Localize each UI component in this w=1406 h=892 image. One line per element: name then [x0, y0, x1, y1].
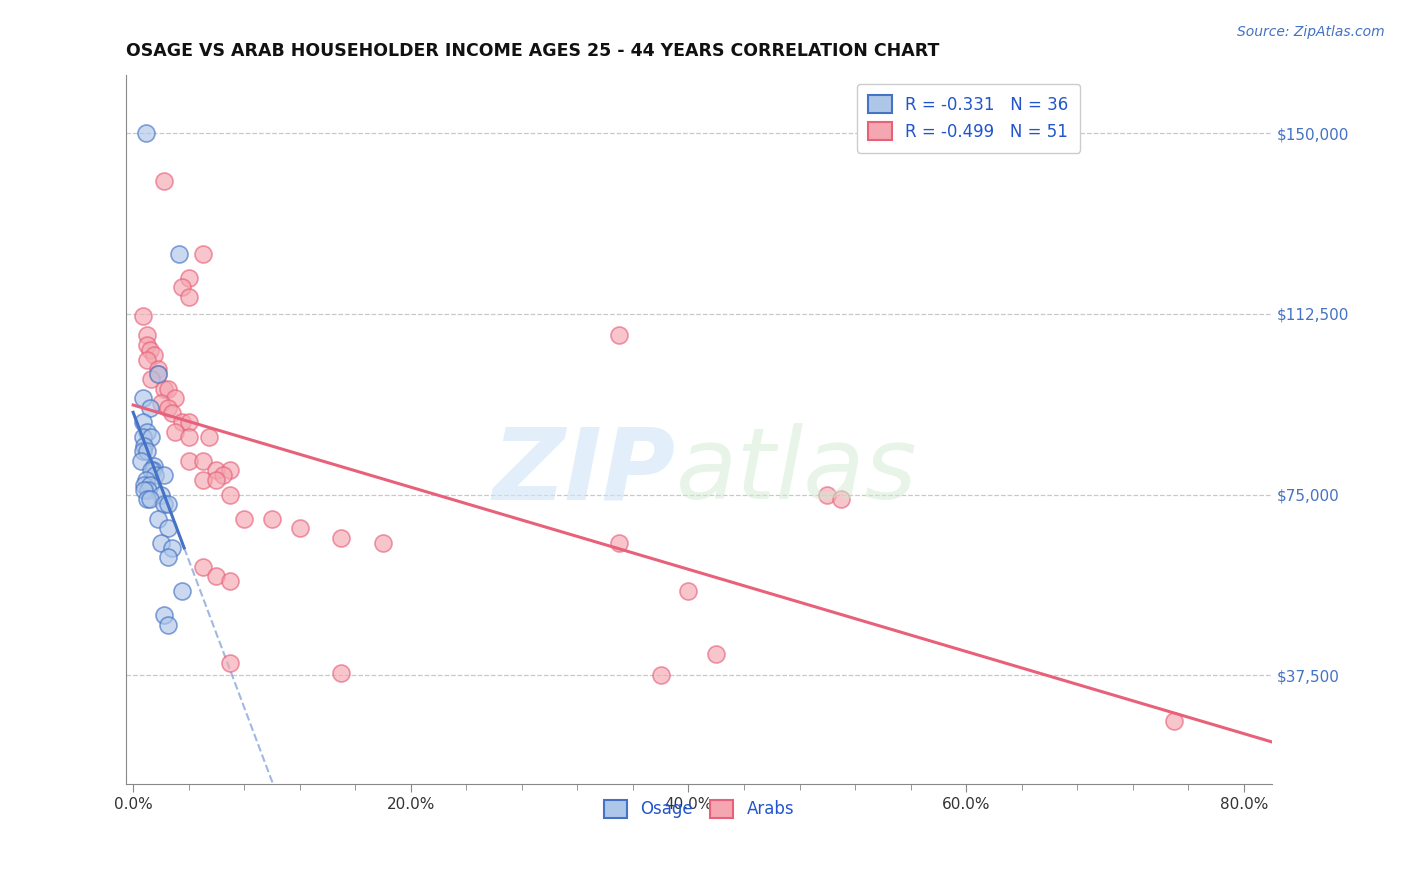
Point	[205, 569, 228, 583]
Point	[163, 425, 186, 439]
Point	[219, 463, 242, 477]
Point	[371, 535, 394, 549]
Point	[146, 511, 169, 525]
Point	[177, 415, 200, 429]
Point	[143, 458, 166, 473]
Point	[131, 454, 153, 468]
Legend: Osage, Arabs: Osage, Arabs	[598, 793, 800, 825]
Point	[260, 511, 283, 525]
Point	[152, 497, 174, 511]
Point	[177, 430, 200, 444]
Point	[170, 583, 193, 598]
Point	[142, 463, 165, 477]
Point	[149, 535, 172, 549]
Point	[152, 382, 174, 396]
Point	[139, 478, 162, 492]
Point	[704, 647, 727, 661]
Point	[160, 541, 183, 555]
Point	[830, 492, 852, 507]
Point	[288, 521, 311, 535]
Point	[156, 617, 179, 632]
Point	[219, 657, 242, 671]
Point	[177, 270, 200, 285]
Point	[143, 348, 166, 362]
Point	[330, 665, 353, 680]
Point	[138, 483, 160, 497]
Point	[139, 492, 162, 507]
Point	[139, 343, 162, 357]
Point	[205, 463, 228, 477]
Point	[152, 174, 174, 188]
Point	[160, 406, 183, 420]
Point	[132, 309, 155, 323]
Point	[146, 362, 169, 376]
Point	[136, 338, 159, 352]
Point	[139, 401, 162, 415]
Text: OSAGE VS ARAB HOUSEHOLDER INCOME AGES 25 - 44 YEARS CORRELATION CHART: OSAGE VS ARAB HOUSEHOLDER INCOME AGES 25…	[127, 42, 939, 60]
Point	[650, 668, 672, 682]
Point	[607, 535, 630, 549]
Text: ZIP: ZIP	[494, 424, 676, 520]
Point	[156, 401, 179, 415]
Point	[815, 487, 838, 501]
Point	[141, 463, 163, 477]
Point	[198, 430, 221, 444]
Point	[212, 468, 235, 483]
Text: atlas: atlas	[676, 424, 918, 520]
Point	[146, 367, 169, 381]
Point	[136, 425, 159, 439]
Point	[136, 492, 159, 507]
Point	[170, 280, 193, 294]
Point	[136, 328, 159, 343]
Point	[205, 473, 228, 487]
Point	[191, 246, 214, 260]
Point	[177, 290, 200, 304]
Point	[330, 531, 353, 545]
Point	[1163, 714, 1185, 728]
Point	[156, 497, 179, 511]
Point	[136, 444, 159, 458]
Point	[132, 415, 155, 429]
Point	[678, 583, 700, 598]
Point	[156, 382, 179, 396]
Point	[163, 391, 186, 405]
Point	[152, 468, 174, 483]
Point	[146, 367, 169, 381]
Point	[233, 511, 256, 525]
Point	[134, 478, 156, 492]
Point	[156, 521, 179, 535]
Point	[191, 473, 214, 487]
Point	[167, 246, 190, 260]
Point	[170, 415, 193, 429]
Point	[143, 468, 166, 483]
Point	[141, 372, 163, 386]
Point	[134, 483, 156, 497]
Point	[132, 391, 155, 405]
Point	[134, 439, 156, 453]
Point	[149, 487, 172, 501]
Point	[136, 352, 159, 367]
Point	[141, 430, 163, 444]
Point	[135, 126, 157, 140]
Point	[156, 550, 179, 565]
Point	[132, 444, 155, 458]
Point	[191, 559, 214, 574]
Text: Source: ZipAtlas.com: Source: ZipAtlas.com	[1237, 25, 1385, 39]
Point	[191, 454, 214, 468]
Point	[219, 574, 242, 589]
Point	[152, 608, 174, 623]
Point	[607, 328, 630, 343]
Point	[132, 430, 155, 444]
Point	[177, 454, 200, 468]
Point	[149, 396, 172, 410]
Point	[135, 473, 157, 487]
Point	[219, 487, 242, 501]
